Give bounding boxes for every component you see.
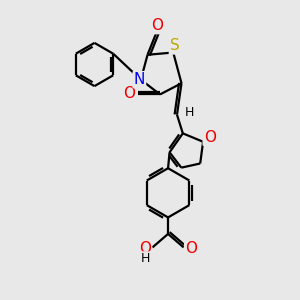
Text: N: N <box>134 72 145 87</box>
Text: O: O <box>151 18 163 33</box>
Text: O: O <box>139 241 151 256</box>
Text: H: H <box>140 252 150 265</box>
Text: S: S <box>170 38 180 53</box>
Text: O: O <box>185 241 197 256</box>
Text: O: O <box>204 130 216 145</box>
Text: H: H <box>185 106 194 119</box>
Text: O: O <box>123 86 135 101</box>
